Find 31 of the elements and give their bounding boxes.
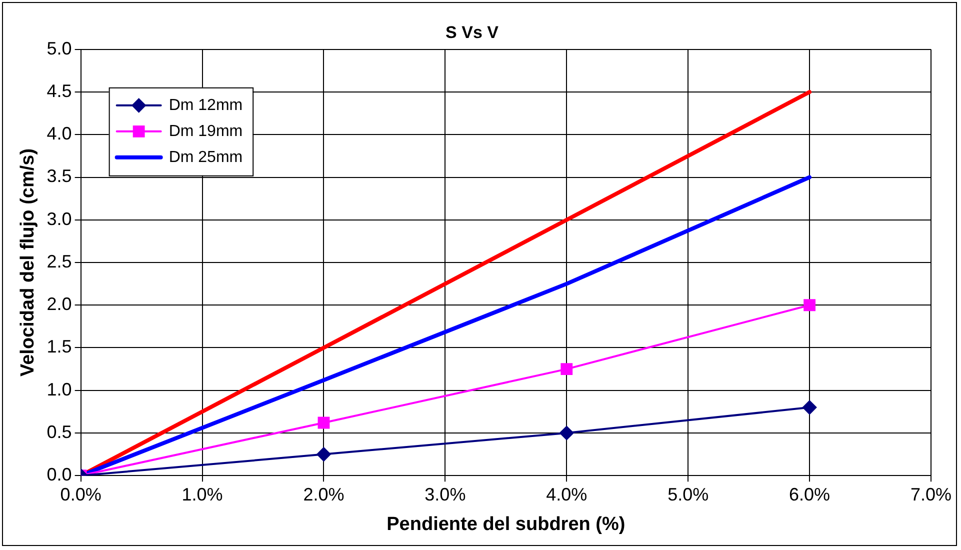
y-tick-label: 4.0 — [46, 124, 72, 144]
x-tick-label: 6.0% — [789, 484, 830, 504]
y-tick-label: 0.5 — [46, 422, 72, 442]
y-tick-label: 5.0 — [46, 38, 72, 58]
legend-label: Dm 12mm — [168, 96, 243, 114]
y-tick-label: 3.0 — [46, 208, 72, 229]
y-tick-label: 1.5 — [46, 336, 72, 357]
x-tick-label: 4.0% — [546, 484, 588, 504]
x-tick-label: 5.0% — [668, 484, 709, 504]
y-tick-label: 2.0 — [46, 294, 72, 314]
x-axis-title: Pendiente del subdren (%) — [386, 514, 626, 535]
y-axis-title: Velocidad del flujo (cm/s) — [18, 148, 39, 377]
x-tick-label: 2.0% — [303, 484, 344, 504]
x-tick-label: 7.0% — [910, 484, 952, 504]
legend-label: Dm 19mm — [168, 122, 243, 140]
x-tick-label: 0.0% — [60, 484, 102, 504]
y-tick-label: 4.5 — [46, 80, 72, 101]
point — [804, 299, 816, 312]
point — [560, 363, 573, 375]
point — [560, 426, 574, 440]
point — [318, 416, 330, 429]
y-tick-label: 3.5 — [46, 166, 72, 186]
x-tick-label: 1.0% — [182, 484, 223, 504]
y-tick-label: 0.0 — [46, 464, 72, 485]
y-tick-label: 1.0 — [46, 379, 72, 400]
chart-title: S Vs V — [446, 22, 500, 42]
legend-label: Dm 25mm — [168, 148, 243, 166]
point — [802, 400, 817, 414]
point — [316, 447, 331, 462]
y-tick-label: 2.5 — [46, 251, 72, 272]
x-tick-label: 3.0% — [424, 484, 466, 504]
